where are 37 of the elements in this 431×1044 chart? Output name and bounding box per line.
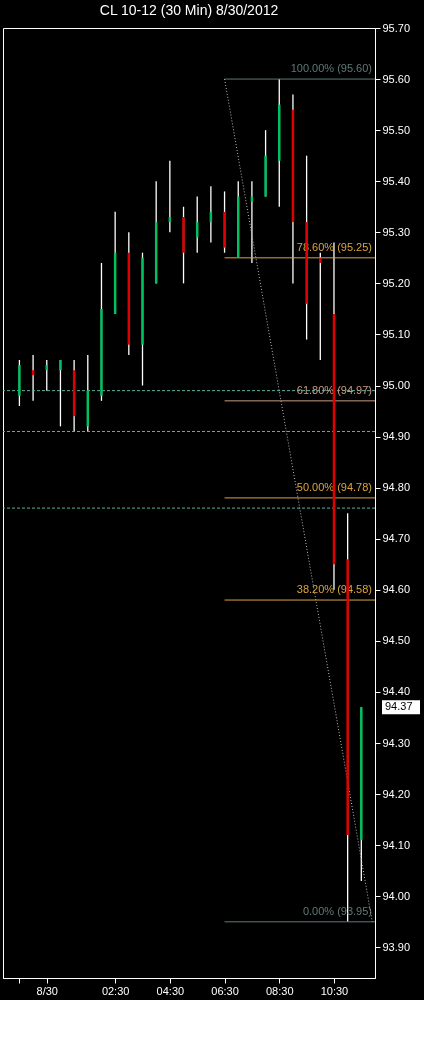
y-tick-label: 95.10 (382, 327, 411, 340)
y-tick-label: 95.50 (382, 123, 411, 136)
y-tick-label: 94.70 (382, 532, 411, 545)
candlestick (223, 190, 226, 254)
series-label: 50.00% (94.78) (296, 480, 372, 493)
y-tick-label: 94.20 (382, 787, 411, 800)
x-tick-label: 04:30 (156, 984, 185, 997)
x-tick-label: 06:30 (211, 984, 239, 997)
x-tick-label: 08:30 (266, 984, 294, 997)
y-tick-label: 93.90 (382, 940, 411, 953)
series-label: 100.00% (95.60) (290, 62, 372, 75)
x-tick-label: 02:30 (101, 984, 130, 997)
candlestick (319, 252, 322, 361)
candlestick (100, 262, 103, 402)
candlestick (18, 359, 21, 407)
y-tick-label: 95.20 (382, 276, 411, 289)
y-tick-label: 95.60 (382, 72, 411, 85)
y-tick-label: 94.60 (382, 583, 411, 596)
y-tick-label: 95.00 (382, 379, 411, 392)
y-tick-label: 94.90 (382, 430, 411, 443)
y-tick-label: 94.10 (382, 838, 411, 851)
candlestick (59, 359, 62, 428)
y-tick-label: 94.40 (382, 685, 411, 698)
y-tick-label: 94.30 (382, 736, 411, 749)
y-tick-label: 95.30 (382, 225, 411, 238)
candlestick (264, 129, 267, 198)
candlestick (182, 206, 185, 285)
text: 94.37 (385, 700, 413, 713)
candlestick (141, 252, 144, 387)
y-tick-label: 95.40 (382, 174, 411, 187)
y-tick-label: 94.80 (382, 481, 411, 494)
y-tick-label: 94.00 (382, 889, 411, 902)
chart-title: CL 10-12 (30 Min) 8/30/2012 (99, 2, 279, 18)
y-tick-label: 95.70 (382, 21, 411, 34)
x-tick-label: 8/30 (36, 984, 58, 997)
x-tick-label: 10:30 (320, 984, 349, 997)
y-tick-label: 94.50 (382, 634, 411, 647)
